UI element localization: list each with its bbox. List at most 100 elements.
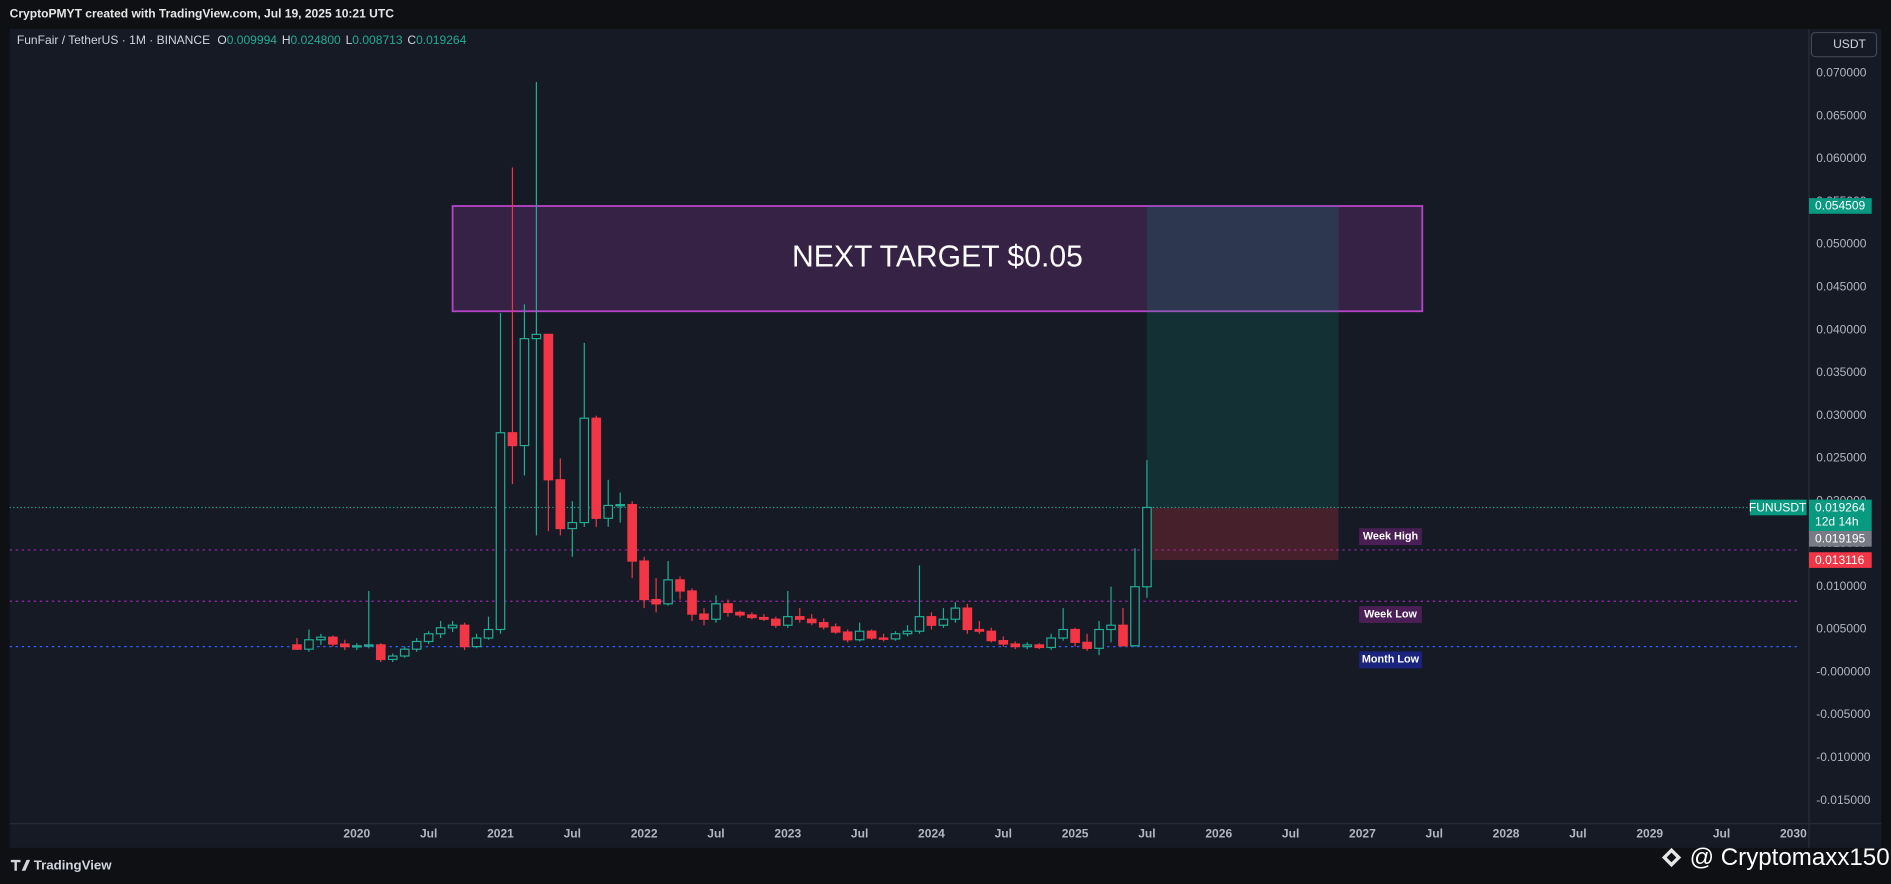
legend-value: 0.019264 [416,33,467,47]
candle-body [1082,641,1092,649]
candle-body [447,624,458,629]
candle-body [363,644,374,647]
legend-value: 0.024800 [291,33,342,47]
candle-body [938,618,949,626]
price-badge-label: 0.013116 [1815,553,1865,567]
y-tick-label: 0.030000 [1816,408,1867,422]
x-tick-label: 2030 [1780,827,1807,841]
footer-brand: TradingView [34,857,112,872]
symbol-badge-label: FUNUSDT [1749,500,1807,514]
x-tick-label: Jul [420,827,437,841]
plot-area: Week High Week Low Month Low NEXT TARGET $0… [9,81,1800,669]
target-text: NEXT TARGET $0.05 [792,241,1083,274]
y-tick-label: 0.050000 [1816,237,1867,251]
candle-body [950,607,961,620]
candle-body [699,613,709,620]
candle-body [986,630,997,642]
candle-body [854,630,865,641]
candle-body [735,611,745,616]
level-label: Month Low [1362,654,1420,666]
x-tick-label: 2025 [1062,827,1089,841]
candle-body [328,636,338,645]
y-tick-label: 0.035000 [1816,365,1867,379]
candle-body [962,607,973,631]
candle-body [423,633,434,643]
candle-body [495,432,506,631]
candle-body [411,640,422,650]
candle-body [387,655,398,661]
x-tick-label: 2027 [1349,827,1376,841]
level-label-bg [1359,528,1422,546]
candle-body [459,624,470,648]
candle-body [1046,637,1056,649]
candle-body [507,432,518,447]
candle-body [316,636,326,641]
x-tick-label: Jul [1138,827,1155,841]
candle-body [1070,628,1080,643]
legend-key: C [407,33,416,47]
candle-body [926,616,937,626]
candle-body [471,637,482,648]
candle-body [483,628,494,639]
x-tick-label: 2021 [487,827,514,841]
x-tick-label: 2023 [774,827,801,841]
y-tick-label: -0.015000 [1816,793,1871,807]
currency-label[interactable]: USDT [1833,37,1866,51]
legend-title: FunFair / TetherUS · 1M · BINANCE [17,33,210,47]
price-badge [1808,552,1872,568]
target-box [451,205,1424,313]
y-tick-label: -0.010000 [1816,750,1871,764]
x-tick-label: 2028 [1493,827,1520,841]
candle-body [902,630,913,635]
x-tick-label: Jul [995,827,1012,841]
x-tick-label: Jul [851,827,868,841]
currency-button[interactable] [1810,31,1878,58]
x-tick-label: 2024 [918,827,945,841]
legend-value: 0.009994 [227,33,278,47]
candle-body [794,616,805,620]
y-tick-label: 0.025000 [1816,451,1867,465]
x-tick-label: Jul [1569,827,1586,841]
candle-body [375,644,386,661]
candle-body [747,614,757,619]
candle-body [1022,644,1033,648]
candle-body [1106,624,1116,631]
candle-body [399,648,410,657]
candle-body [806,618,817,624]
price-badge [1808,198,1872,214]
profit-zone [1146,205,1339,508]
candle-body [830,626,841,633]
price-badge-label: 0.019264 [1815,500,1866,514]
candle-body [351,645,362,648]
candle-body [292,644,302,650]
level-label-bg [1359,606,1422,623]
candle-body [759,616,769,620]
legend-value: 0.008713 [352,33,403,47]
candle-body [543,333,554,481]
x-tick-label: Jul [707,827,724,841]
candle-body [603,504,614,519]
header: CryptoPMYT created with TradingView.com,… [10,7,395,21]
x-tick-label: 2020 [343,827,370,841]
candle-body [914,616,925,632]
candle-body [782,616,793,626]
candle-body [974,628,985,632]
level-label: Week Low [1364,608,1417,620]
x-tick-label: 2022 [631,827,658,841]
candle-body [711,603,721,620]
legend-key: H [282,33,291,47]
x-tick-label: 2026 [1205,827,1232,841]
candle-body [890,633,901,640]
price-badge [1808,499,1872,531]
watermark: @ Cryptomaxx150 [1690,844,1890,871]
y-tick-label: 0.010000 [1816,579,1867,593]
candle-body [615,503,626,507]
legend-key: L [346,33,353,47]
level-label-bg [1359,651,1422,669]
symbol-badge [1749,499,1807,516]
x-tick-label: 2029 [1636,827,1663,841]
y-tick-label: 0.005000 [1816,622,1867,636]
logo-icon [10,859,31,871]
price-badge-label: 0.054509 [1815,199,1866,213]
